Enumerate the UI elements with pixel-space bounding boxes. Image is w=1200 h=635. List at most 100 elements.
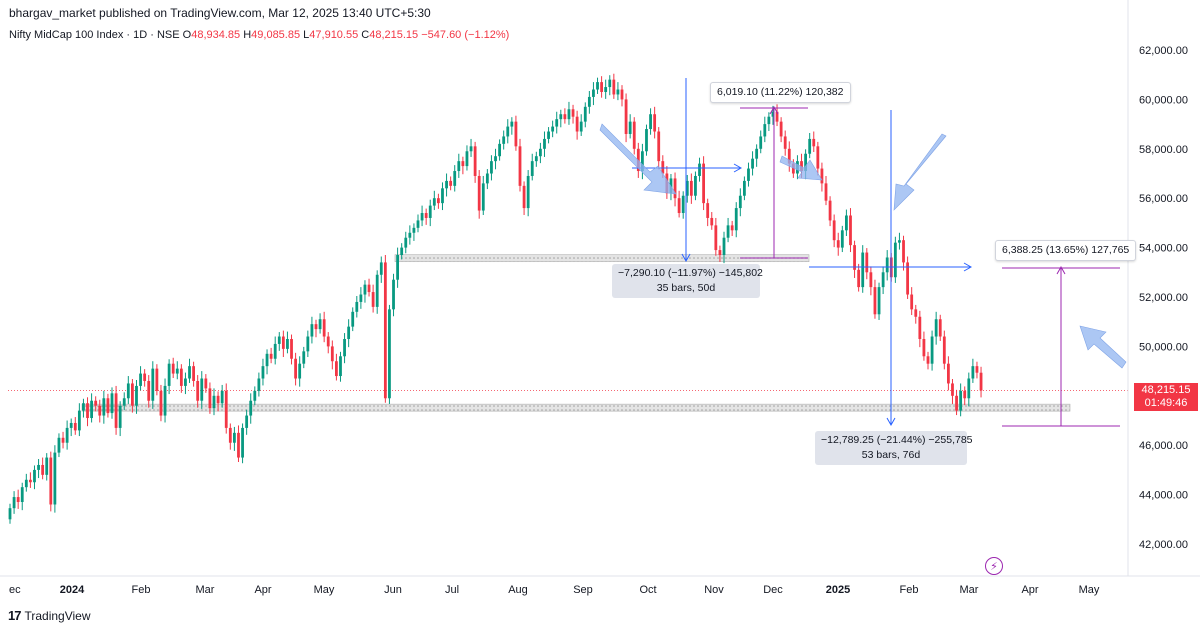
measure-label-oct[interactable]: −7,290.10 (−11.97%) −145,802 35 bars, 50… — [612, 264, 763, 298]
candle-body[interactable] — [143, 373, 147, 381]
candle-body[interactable] — [726, 225, 730, 238]
candle-body[interactable] — [771, 111, 775, 117]
candle-body[interactable] — [730, 225, 734, 231]
candle-body[interactable] — [653, 114, 657, 132]
candle-body[interactable] — [298, 363, 302, 379]
candle-body[interactable] — [29, 479, 32, 483]
candle-body[interactable] — [241, 427, 244, 458]
candle-body[interactable] — [375, 274, 379, 307]
candle-body[interactable] — [979, 372, 983, 391]
candle-body[interactable] — [702, 163, 705, 204]
candle-body[interactable] — [449, 180, 453, 186]
candle-body[interactable] — [755, 148, 759, 159]
candle-body[interactable] — [253, 390, 257, 401]
candle-body[interactable] — [188, 366, 191, 379]
candle-body[interactable] — [335, 361, 338, 377]
candle-body[interactable] — [616, 89, 620, 95]
candle-body[interactable] — [787, 148, 791, 164]
candle-body[interactable] — [767, 116, 771, 125]
candle-body[interactable] — [902, 240, 905, 263]
candle-body[interactable] — [53, 452, 57, 505]
candle-body[interactable] — [179, 368, 183, 386]
candle-body[interactable] — [494, 156, 497, 162]
candle-body[interactable] — [734, 208, 738, 231]
candle-body[interactable] — [518, 146, 522, 186]
candle-body[interactable] — [126, 383, 130, 399]
candle-body[interactable] — [963, 390, 967, 399]
candle-body[interactable] — [718, 250, 722, 256]
candle-body[interactable] — [290, 338, 293, 359]
candle-body[interactable] — [457, 161, 461, 172]
candle-body[interactable] — [751, 158, 754, 169]
candle-body[interactable] — [445, 180, 448, 189]
candle-body[interactable] — [865, 252, 869, 273]
candle-body[interactable] — [294, 358, 297, 379]
candle-body[interactable] — [779, 121, 783, 137]
candle-body[interactable] — [12, 497, 16, 509]
candle-body[interactable] — [49, 457, 53, 505]
candle-body[interactable] — [898, 240, 901, 243]
candle-body[interactable] — [330, 346, 334, 362]
candle-body[interactable] — [934, 319, 938, 337]
candle-body[interactable] — [163, 385, 167, 416]
candle-body[interactable] — [824, 183, 828, 201]
candle-body[interactable] — [738, 195, 742, 209]
annotation-arrow-sep[interactable] — [599, 123, 677, 195]
candle-body[interactable] — [359, 294, 363, 302]
candle-body[interactable] — [245, 415, 249, 428]
candle-body[interactable] — [37, 464, 40, 470]
candle-body[interactable] — [857, 269, 861, 288]
candle-body[interactable] — [791, 163, 795, 174]
candle-body[interactable] — [938, 319, 942, 337]
candle-body[interactable] — [641, 151, 644, 172]
candle-body[interactable] — [41, 464, 45, 475]
annotation-arrow-target[interactable] — [1079, 325, 1127, 369]
candle-body[interactable] — [502, 136, 506, 144]
flash-icon[interactable]: ⚡ — [985, 557, 1003, 575]
candle-body[interactable] — [840, 230, 844, 248]
candle-body[interactable] — [608, 79, 612, 88]
candle-body[interactable] — [808, 138, 812, 154]
candle-body[interactable] — [930, 336, 934, 364]
candle-body[interactable] — [673, 178, 677, 199]
candle-body[interactable] — [645, 129, 648, 152]
candle-body[interactable] — [873, 287, 877, 315]
annotation-arrow-dec[interactable] — [779, 155, 823, 181]
candle-body[interactable] — [277, 336, 281, 344]
candle-body[interactable] — [522, 185, 526, 209]
candle-body[interactable] — [583, 106, 587, 122]
candle-body[interactable] — [77, 410, 81, 431]
candle-body[interactable] — [73, 422, 77, 431]
candle-body[interactable] — [265, 353, 269, 367]
candle-body[interactable] — [526, 175, 530, 209]
tradingview-brand[interactable]: 17 TradingView — [8, 608, 91, 623]
candle-body[interactable] — [604, 87, 608, 92]
candle-body[interactable] — [559, 114, 563, 120]
candle-body[interactable] — [555, 119, 559, 127]
candle-body[interactable] — [861, 252, 865, 288]
candle-body[interactable] — [816, 146, 820, 169]
candle-body[interactable] — [383, 262, 387, 399]
measure-label-target[interactable]: 6,388.25 (13.65%) 127,765 — [995, 240, 1137, 261]
symbol-name[interactable]: Nifty MidCap 100 Index · 1D · NSE — [9, 29, 180, 41]
candle-body[interactable] — [461, 161, 465, 167]
candle-body[interactable] — [61, 437, 65, 443]
candle-body[interactable] — [171, 363, 175, 374]
candle-body[interactable] — [465, 151, 469, 167]
candle-body[interactable] — [441, 188, 444, 204]
candle-body[interactable] — [16, 497, 20, 503]
candle-body[interactable] — [490, 161, 493, 174]
candle-body[interactable] — [828, 200, 832, 221]
candle-body[interactable] — [506, 126, 510, 137]
candle-body[interactable] — [392, 279, 395, 310]
candle-body[interactable] — [400, 247, 404, 256]
candle-body[interactable] — [926, 356, 930, 364]
candle-body[interactable] — [94, 400, 98, 406]
candle-body[interactable] — [404, 237, 408, 248]
candle-body[interactable] — [845, 215, 848, 231]
candle-body[interactable] — [424, 213, 428, 218]
candle-body[interactable] — [351, 311, 355, 327]
candle-body[interactable] — [167, 363, 171, 386]
candle-body[interactable] — [322, 319, 326, 337]
